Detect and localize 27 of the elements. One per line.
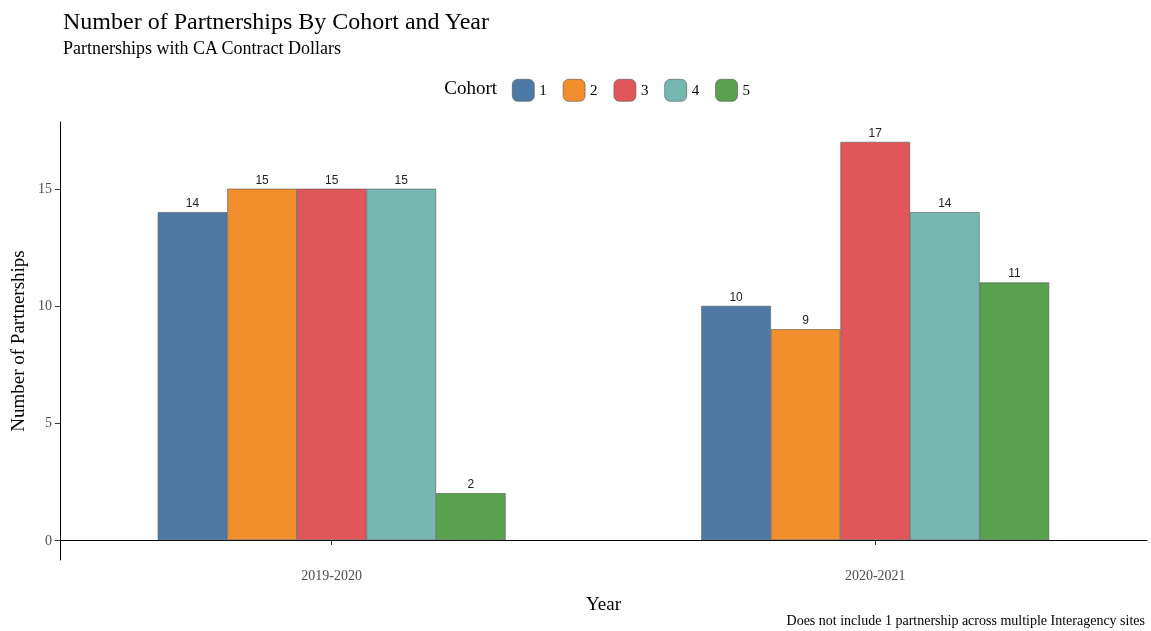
data-label: 14 [938,196,952,211]
x-axis-title: Year [585,593,622,614]
data-label: 15 [325,172,339,187]
x-tick-label: 2020-2021 [844,567,906,583]
data-label: 15 [394,172,409,187]
data-label: 17 [868,125,883,140]
x-tick-label: 2019-2020 [301,567,363,583]
legend-label: 3 [640,82,649,99]
y-tick-label: 5 [44,415,52,431]
legend-label: 5 [742,82,750,99]
y-axis-title: Number of Partnerships [7,250,28,432]
legend-title: Cohort [444,77,498,98]
y-tick-label: 15 [37,181,52,197]
data-label: 15 [255,172,270,187]
data-label: 10 [729,289,744,304]
text: Does not include 1 partnership across multiple Interagency sites [786,612,1146,628]
legend-label: 1 [539,82,547,99]
chart-subtitle: Partnerships with CA Contract Dollars [63,38,341,58]
data-label: 2 [467,477,475,492]
y-tick-label: 0 [44,532,52,548]
chart-title: Number of Partnerships By Cohort and Year [63,8,489,34]
data-label: 14 [185,196,200,211]
y-tick-label: 10 [37,298,52,314]
data-label: 11 [1008,266,1021,281]
legend-label: 4 [691,82,700,99]
data-label: 9 [802,313,810,328]
legend-label: 2 [590,82,598,99]
